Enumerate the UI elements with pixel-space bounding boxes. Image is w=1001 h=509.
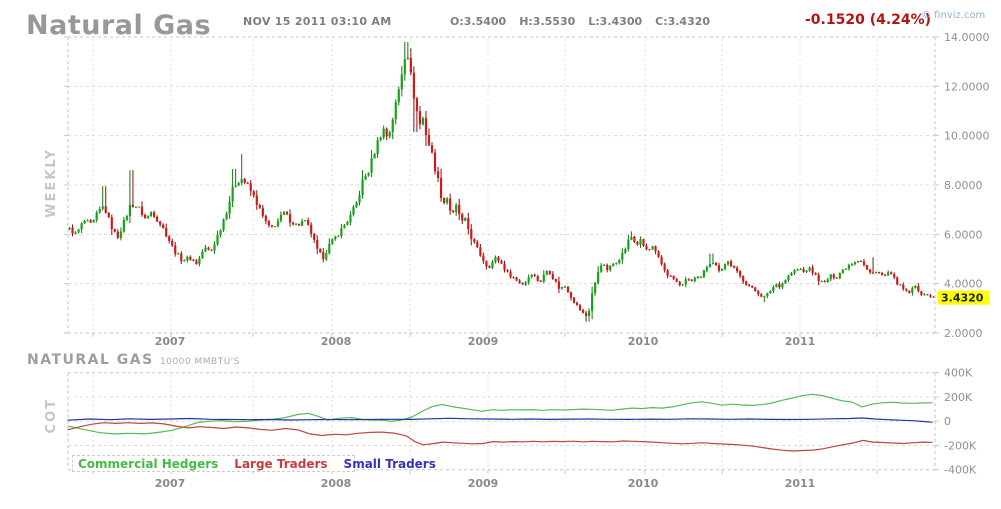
svg-text:-200K: -200K <box>944 439 977 452</box>
svg-text:2008: 2008 <box>321 477 352 490</box>
ohlc-readout: O:3.5400 H:3.5530 L:3.4300 C:3.4320 <box>450 15 723 28</box>
quote-timestamp: NOV 15 2011 03:10 AM <box>243 15 392 28</box>
low-value: L:3.4300 <box>588 15 643 28</box>
svg-text:12.0000: 12.0000 <box>944 80 990 93</box>
high-value: H:3.5530 <box>519 15 576 28</box>
timeframe-label: WEEKLY <box>44 148 59 218</box>
cot-legend: Commercial Hedgers Large Traders Small T… <box>72 455 436 472</box>
legend-item-large-traders: Large Traders <box>234 456 328 471</box>
svg-text:6.0000: 6.0000 <box>944 228 983 241</box>
legend-item-small-traders: Small Traders <box>343 456 436 471</box>
last-price-highlight: 3.4320 <box>937 290 990 305</box>
close-value: C:3.4320 <box>655 15 711 28</box>
cot-year-labels: 2007 2008 2009 2010 2011 <box>155 477 816 490</box>
svg-text:0: 0 <box>944 415 951 428</box>
cot-line-small-traders <box>67 417 933 423</box>
svg-text:2011: 2011 <box>785 477 816 490</box>
open-value: O:3.5400 <box>450 15 507 28</box>
svg-text:2009: 2009 <box>468 477 499 490</box>
svg-text:4.0000: 4.0000 <box>944 278 983 291</box>
page-title: Natural Gas <box>26 10 212 41</box>
svg-text:2009: 2009 <box>468 335 499 348</box>
svg-text:2011: 2011 <box>785 335 816 348</box>
cot-contract-units: 10000 MMBTU'S <box>160 357 240 367</box>
svg-text:2.0000: 2.0000 <box>944 327 983 340</box>
svg-text:2008: 2008 <box>321 335 352 348</box>
cot-line-large-traders <box>67 422 933 452</box>
svg-text:200K: 200K <box>944 391 973 404</box>
price-change-badge: -0.1520 (4.24%) <box>805 12 932 28</box>
cot-lines <box>67 393 933 452</box>
svg-text:2010: 2010 <box>628 477 659 490</box>
svg-text:400K: 400K <box>944 367 973 380</box>
svg-text:2007: 2007 <box>155 335 186 348</box>
svg-text:3.4320: 3.4320 <box>941 292 984 305</box>
finviz-brand-link[interactable]: © finviz.com <box>921 10 986 21</box>
svg-text:14.0000: 14.0000 <box>944 31 990 44</box>
price-year-labels: 2007 2008 2009 2010 2011 <box>155 335 816 348</box>
cot-axis-labels: 400K 200K 0 -200K -400K <box>944 367 977 477</box>
price-axis-labels: 14.0000 12.0000 10.0000 8.0000 6.0000 4.0000 2… <box>944 31 990 340</box>
cot-line-commercial-hedgers <box>67 393 933 435</box>
price-grid <box>64 36 939 337</box>
svg-text:8.0000: 8.0000 <box>944 179 983 192</box>
cot-section-title: NATURAL GAS <box>27 352 154 368</box>
legend-item-commercial-hedgers: Commercial Hedgers <box>78 456 219 471</box>
cot-axis-label: COT <box>44 398 59 434</box>
svg-text:2007: 2007 <box>155 477 186 490</box>
svg-text:10.0000: 10.0000 <box>944 130 990 143</box>
weekly-candles <box>68 41 935 322</box>
svg-text:2010: 2010 <box>628 335 659 348</box>
svg-text:-400K: -400K <box>944 464 977 477</box>
